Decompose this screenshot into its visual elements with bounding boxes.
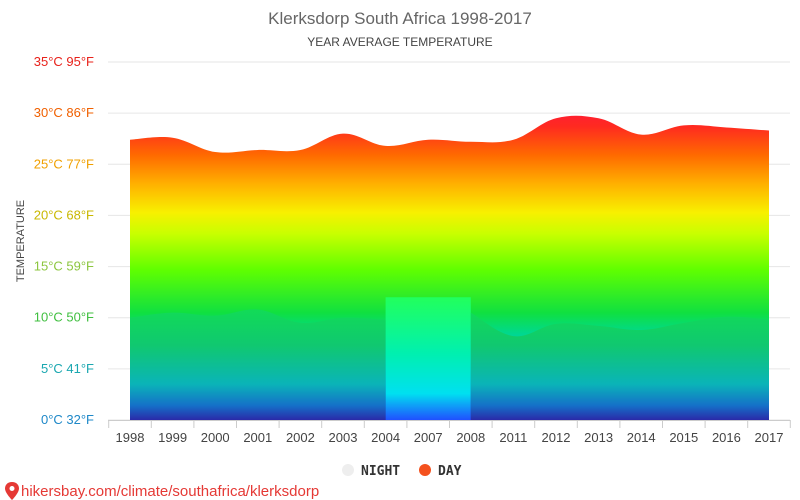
night-area [130, 309, 386, 420]
legend-night-marker [342, 464, 354, 476]
x-tick-label: 2008 [456, 430, 485, 445]
y-tick-label: 20°C 68°F [34, 207, 94, 222]
source-link[interactable]: hikersbay.com/climate/southafrica/klerks… [5, 482, 319, 500]
x-tick-label: 2001 [243, 430, 272, 445]
x-tick-label: 2002 [286, 430, 315, 445]
plot-areas [130, 115, 769, 421]
x-tick-label: 2011 [499, 430, 527, 445]
y-axis-ticks: 0°C 32°F 5°C 41°F 10°C 50°F 15°C 59°F 20°C 6… [34, 54, 94, 427]
x-tick-label: 1999 [158, 430, 187, 445]
y-tick-label: 0°C 32°F [41, 412, 94, 427]
night-area [470, 312, 769, 420]
x-tick-label: 2016 [712, 430, 741, 445]
x-tick-label: 2013 [584, 430, 613, 445]
chart-title: Klerksdorp South Africa 1998-2017 [268, 9, 532, 28]
legend-day-label: DAY [438, 464, 462, 479]
y-tick-label: 10°C 50°F [34, 310, 94, 325]
chart-subtitle: YEAR AVERAGE TEMPERATURE [307, 35, 492, 49]
y-tick-label: 5°C 41°F [41, 361, 94, 376]
x-tick-label: 2017 [755, 430, 784, 445]
x-tick-label: 2014 [627, 430, 656, 445]
x-tick-label: 2007 [414, 430, 443, 445]
legend-item-day[interactable]: DAY [419, 464, 462, 479]
x-axis: 1998 1999 2000 2001 2002 2003 2004 2007 2008 2011… [108, 420, 791, 445]
legend-night-label: NIGHT [361, 464, 400, 479]
location-pin-dot [9, 486, 15, 491]
x-tick-label: 2000 [201, 430, 230, 445]
y-tick-label: 35°C 95°F [34, 54, 94, 69]
legend: NIGHT DAY [342, 464, 462, 479]
y-tick-label: 30°C 86°F [34, 105, 94, 120]
night-gap-area [385, 297, 471, 420]
y-tick-label: 25°C 77°F [34, 156, 94, 171]
y-axis-label: TEMPERATURE [15, 200, 27, 282]
legend-item-night[interactable]: NIGHT [342, 464, 400, 479]
x-tick-label: 2015 [669, 430, 698, 445]
x-tick-label: 1998 [116, 430, 145, 445]
x-tick-label: 2003 [329, 430, 358, 445]
x-tick-label: 2004 [371, 430, 400, 445]
source-url[interactable]: hikersbay.com/climate/southafrica/klerks… [21, 483, 319, 500]
legend-day-marker [419, 464, 431, 476]
y-tick-label: 15°C 59°F [34, 259, 94, 274]
x-tick-label: 2012 [542, 430, 571, 445]
